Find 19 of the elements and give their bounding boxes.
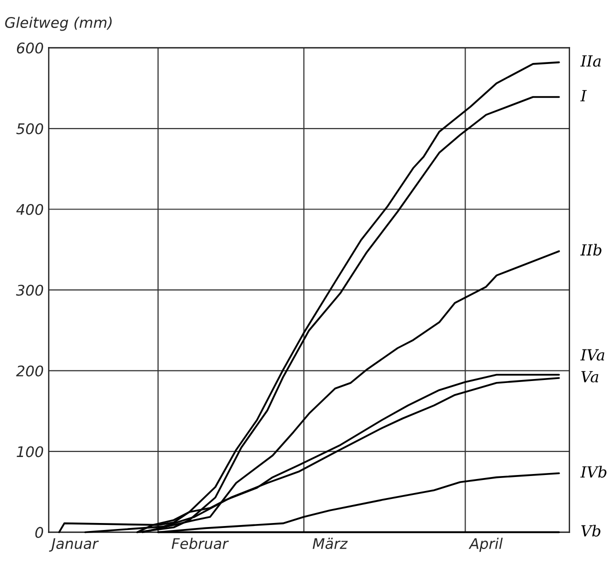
y-axis-title: Gleitweg (mm) xyxy=(5,16,112,31)
y-tick-label: 600 xyxy=(16,42,44,54)
series-label: IVb xyxy=(580,466,606,478)
y-tick-label: 200 xyxy=(16,365,44,376)
x-tick-label: März xyxy=(312,538,348,550)
y-tick-label: 100 xyxy=(16,446,44,458)
x-tick-label: April xyxy=(468,538,503,552)
y-tick-label: 400 xyxy=(16,204,44,215)
x-tick-label: Februar xyxy=(172,538,229,550)
y-tick-label: 500 xyxy=(16,123,44,134)
series-label: Vb xyxy=(581,524,600,537)
y-tick-label: 0 xyxy=(35,526,44,538)
series-label: IIb xyxy=(580,244,602,256)
series-label: Va xyxy=(581,371,598,382)
x-tick-label: Januar xyxy=(49,538,99,552)
series-label: I xyxy=(580,90,587,102)
series-label: IVa xyxy=(580,349,604,361)
y-tick-label: 300 xyxy=(16,284,44,296)
series-label: IIa xyxy=(580,55,601,67)
